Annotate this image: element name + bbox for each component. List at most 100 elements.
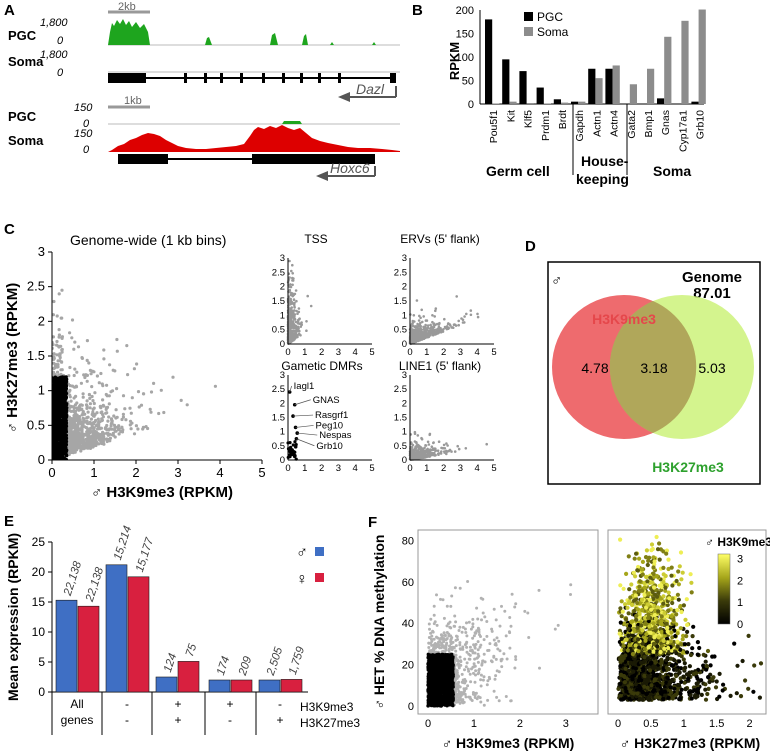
panel-f-right-xtick: 1.5 [709, 718, 724, 730]
dmr-point-peg10 [293, 425, 298, 430]
dmr-label-gnas: GNAS [313, 395, 340, 406]
svg-text:0: 0 [407, 347, 412, 358]
panel-b-legend-pgc-swatch [524, 12, 533, 21]
panel-e-label: E [4, 513, 14, 530]
svg-text:1: 1 [280, 310, 285, 321]
svg-text:1: 1 [302, 463, 307, 474]
panel-f-right-xtick: 1 [681, 718, 687, 730]
panel-b-chart: RPKM 0 50 100 150 200 Pou5f1 Kit Klf5 Prdm1 Brdt… [447, 5, 707, 187]
dazl-pgc-max: 1,800 [40, 17, 68, 29]
panel-e-ytick: 0 [38, 685, 45, 699]
svg-text:2: 2 [280, 398, 285, 409]
panel-f-left-plot: 0 1 2 3 0 20 40 60 80 ♂ H3K9me3 (RPKM) ♂ HET % D… [371, 529, 599, 751]
svg-text:1.5: 1.5 [272, 296, 285, 307]
panel-c-main-core [52, 375, 69, 460]
panel-b-bar-soma-klf5 [526, 103, 534, 104]
panel-d-genome-label: Genome [682, 269, 742, 286]
panel-e-row-h3k9: H3K9me3 [300, 700, 354, 714]
panel-b-legend-pgc: PGC [537, 10, 563, 24]
panel-c-ytick: 2.5 [27, 279, 45, 294]
panel-e-count-label: 15,214 [112, 525, 134, 562]
panel-b-category-bmp1: Bmp1 [643, 110, 655, 138]
svg-text:3: 3 [458, 463, 463, 474]
svg-text:2: 2 [280, 282, 285, 293]
hoxc6-soma-track [108, 125, 400, 152]
panel-b-bar-pgc-gnas [657, 98, 665, 104]
venn-overlap-value: 3.18 [640, 360, 667, 376]
panel-b-bar-pgc-prdm1 [536, 87, 544, 104]
svg-text:1: 1 [424, 463, 429, 474]
panel-e-bar-male-4 [258, 679, 281, 693]
panel-f-colorbar [717, 553, 731, 625]
panel-c-ylabel: ♂ H3K27me3 (RPKM) [4, 283, 21, 433]
panel-e-legend-female: ♀ [296, 571, 308, 588]
panel-b-ytick: 0 [468, 99, 474, 111]
panel-b-group-soma: Soma [653, 163, 691, 179]
panel-e-count-label: 2,505 [265, 645, 286, 678]
hoxc6-gene-model [118, 154, 375, 164]
svg-text:5: 5 [491, 347, 496, 358]
svg-text:0.5: 0.5 [394, 325, 407, 336]
svg-text:0.5: 0.5 [272, 441, 285, 452]
svg-text:3: 3 [402, 253, 407, 264]
svg-text:1.5: 1.5 [394, 413, 407, 424]
hoxc6-scale-label: 1kb [124, 95, 142, 107]
svg-text:2.5: 2.5 [394, 267, 407, 278]
panel-b-ytick: 100 [456, 52, 474, 64]
panel-e-bar-male-2 [155, 676, 178, 693]
panel-f-ytick: 20 [402, 660, 414, 672]
panel-b-legend-soma-swatch [524, 27, 533, 36]
panel-b-category-pou5f1: Pou5f1 [488, 110, 500, 143]
svg-text:2: 2 [402, 398, 407, 409]
panel-b-bar-pgc-kit [502, 59, 510, 104]
panel-e-ytick: 20 [32, 565, 46, 579]
panel-c-subplots: 00.511.522.530 1 2 3 4 500.511.522.530 1 2 3 4 500… [272, 253, 497, 474]
dazl-pgc-min: 0 [57, 35, 64, 47]
panel-c-subplot-tss: 00.511.522.530 1 2 3 4 5 [272, 253, 375, 358]
svg-text:3: 3 [336, 347, 341, 358]
panel-f-right-xtick: 2 [746, 718, 752, 730]
panel-f-colorbar-tick: 1 [737, 597, 743, 609]
panel-b-category-actn4: Actn4 [609, 110, 621, 137]
panel-f-right-plot: 0 0.5 1 1.5 2 ♂ H3K27me3 (RPKM) ♂ H3K9me3 0 1… [607, 529, 770, 751]
panel-c-title: Genome-wide (1 kb bins) [70, 232, 226, 248]
dazl-soma-max: 1,800 [40, 49, 68, 61]
hoxc6-gene-name: Hoxc6 [330, 160, 370, 176]
panel-e-cat-all-1: All [70, 697, 83, 711]
panel-b-bar-soma-actn4 [612, 65, 620, 104]
dmr-label-grb10: Grb10 [316, 441, 342, 452]
hoxc6-pgc-max: 150 [74, 102, 93, 114]
svg-text:2.5: 2.5 [272, 267, 285, 278]
svg-text:1: 1 [402, 427, 407, 438]
panel-b-bar-soma-gata2 [629, 84, 637, 104]
panel-b-bar-soma-brdt [561, 102, 569, 104]
panel-d-genome-value: 87.01 [693, 285, 731, 302]
panel-e-cat4-top: + [226, 697, 233, 711]
panel-f-left-xlabel: ♂ H3K9me3 (RPKM) [442, 735, 575, 751]
panel-c-sub-title-dmrs: Gametic DMRs [281, 359, 362, 373]
panel-e-ytick: 15 [32, 595, 46, 609]
svg-text:2: 2 [402, 282, 407, 293]
panel-b-group-germ: Germ cell [486, 163, 550, 179]
panel-e-count-label: 209 [237, 654, 255, 677]
panel-f-right-xtick: 0.5 [643, 718, 658, 730]
panel-b-bar-soma-gnas [664, 36, 672, 104]
panel-c-sub-title-line1: LINE1 (5' flank) [399, 359, 481, 373]
panel-f-ytick: 0 [408, 701, 414, 713]
panel-b-bar-soma-gapdh [578, 101, 586, 104]
panel-e-bar-male-3 [208, 679, 231, 693]
panel-c-xtick: 1 [90, 465, 97, 480]
panel-e-count-label: 22,138 [62, 559, 85, 598]
panel-c-xtick: 2 [132, 465, 139, 480]
panel-e-count-label: 22,138 [84, 565, 107, 604]
panel-f-right-xlabel: ♂ H3K27me3 (RPKM) [620, 735, 760, 751]
venn-overlap [609, 301, 697, 433]
dazl-soma-min: 0 [57, 67, 64, 79]
panel-d-label: D [525, 238, 536, 255]
panel-c-ytick: 3 [38, 244, 45, 259]
panel-b-category-klf5: Klf5 [523, 110, 535, 128]
panel-b-bar-pgc-klf5 [519, 71, 527, 104]
panel-e-cat2-bot: - [125, 713, 129, 727]
